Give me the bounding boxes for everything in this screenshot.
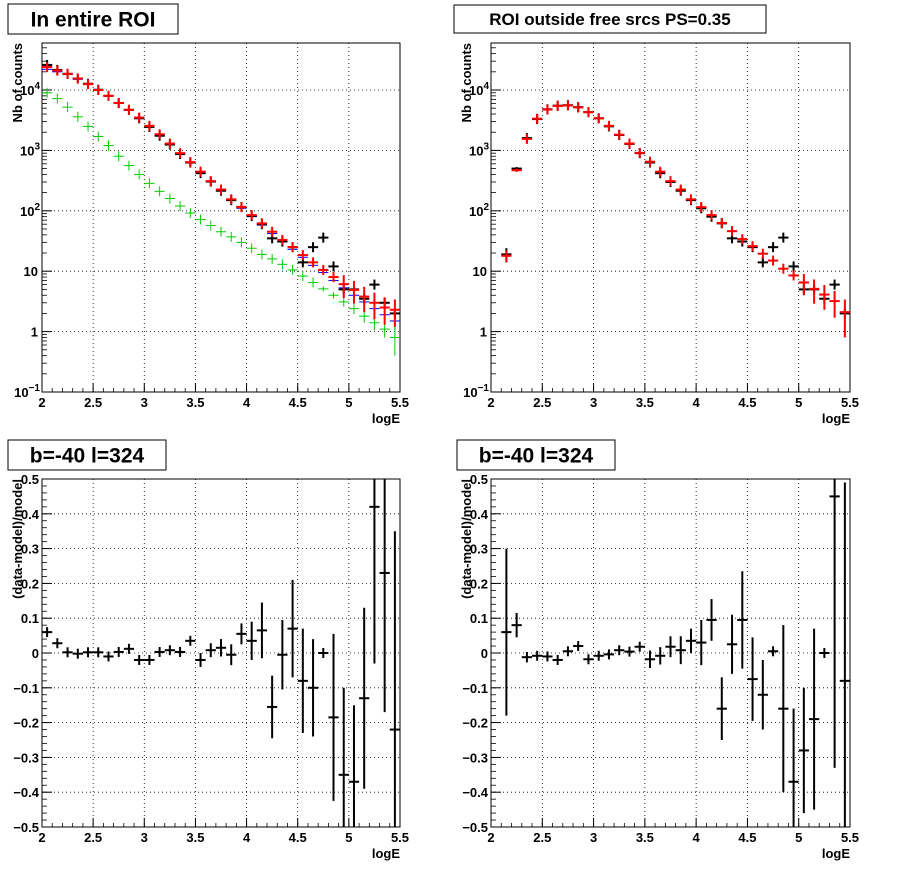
- y-tick-label: 0: [32, 646, 39, 661]
- y-tick-label: 104: [469, 81, 489, 98]
- x-tick-label: 2: [38, 830, 45, 845]
- x-tick-label: 2: [487, 830, 494, 845]
- y-tick-label: 0.1: [21, 611, 39, 626]
- y-axis-label: (data-model)/model: [459, 479, 474, 599]
- x-tick-label: 2.5: [84, 830, 102, 845]
- y-tick-label: −0.4: [13, 785, 39, 800]
- x-tick-label: 3.5: [186, 395, 204, 410]
- x-axis-label: logE: [822, 411, 850, 426]
- x-tick-label: 2.5: [533, 395, 551, 410]
- x-tick-label: 4: [693, 395, 701, 410]
- y-tick-label: 10−1: [14, 383, 40, 400]
- x-axis-label: logE: [372, 411, 400, 426]
- chart-title: In entire ROI: [7, 3, 179, 35]
- title-box: [7, 3, 179, 35]
- y-tick-label: 102: [20, 202, 40, 219]
- y-tick-label: −0.2: [462, 716, 488, 731]
- y-tick-label: 10: [473, 264, 487, 279]
- y-tick-label: −0.1: [462, 681, 488, 696]
- y-tick-label: 0: [481, 646, 488, 661]
- y-tick-label: −0.2: [13, 716, 39, 731]
- y-tick-label: 0.2: [470, 576, 488, 591]
- y-tick-label: −0.3: [13, 750, 39, 765]
- title-box: [453, 4, 767, 34]
- x-tick-label: 5: [345, 395, 352, 410]
- y-tick-label: −0.5: [13, 820, 39, 835]
- x-tick-label: 5.5: [841, 395, 859, 410]
- y-tick-label: 0.5: [470, 472, 488, 487]
- y-tick-label: −0.4: [462, 785, 488, 800]
- title-text: In entire ROI: [31, 9, 156, 32]
- y-tick-label: −0.3: [462, 750, 488, 765]
- chart-title: b=-40 l=324: [456, 439, 616, 471]
- chart-title: b=-40 l=324: [7, 439, 167, 471]
- x-tick-label: 2: [487, 395, 494, 410]
- x-tick-label: 4: [693, 830, 701, 845]
- title-box: [456, 439, 616, 471]
- x-tick-label: 3: [141, 830, 148, 845]
- y-tick-label: 1: [31, 325, 38, 340]
- series-2: [42, 87, 400, 356]
- x-tick-label: 3.5: [636, 395, 654, 410]
- title-box: [7, 439, 167, 471]
- plot-frame: [41, 42, 401, 393]
- x-tick-label: 5: [795, 395, 802, 410]
- title-text: b=-40 l=324: [479, 445, 594, 468]
- x-tick-label: 5: [795, 830, 802, 845]
- y-axis-label: Nb of counts: [459, 43, 474, 122]
- y-tick-label: 103: [469, 141, 489, 158]
- x-tick-label: 4.5: [289, 395, 307, 410]
- x-tick-label: 5.5: [841, 830, 859, 845]
- y-tick-label: 104: [20, 81, 40, 98]
- x-tick-label: 3: [590, 395, 597, 410]
- x-tick-label: 5.5: [391, 395, 409, 410]
- plot-frame: [490, 42, 851, 393]
- x-tick-label: 3.5: [186, 830, 204, 845]
- y-tick-label: 0.3: [21, 542, 39, 557]
- x-tick-label: 2: [38, 395, 45, 410]
- x-tick-label: 5: [345, 830, 352, 845]
- x-tick-label: 3: [590, 830, 597, 845]
- x-axis-label: logE: [822, 846, 850, 861]
- x-tick-label: 2.5: [533, 830, 551, 845]
- x-tick-label: 3: [141, 395, 148, 410]
- x-tick-label: 4: [243, 830, 251, 845]
- y-tick-label: 0.4: [470, 507, 489, 522]
- x-tick-label: 4.5: [738, 395, 756, 410]
- x-tick-label: 5.5: [391, 830, 409, 845]
- y-tick-label: −0.1: [13, 681, 39, 696]
- y-tick-label: 0.1: [470, 611, 488, 626]
- y-tick-label: 102: [469, 202, 489, 219]
- y-tick-label: −0.5: [462, 820, 488, 835]
- title-text: ROI outside free srcs PS=0.35: [489, 10, 730, 29]
- series-4: [42, 62, 400, 327]
- x-tick-label: 3.5: [636, 830, 654, 845]
- y-tick-label: 0.4: [21, 507, 40, 522]
- y-tick-label: 0.3: [470, 542, 488, 557]
- title-text: b=-40 l=324: [30, 445, 145, 468]
- y-tick-label: 0.2: [21, 576, 39, 591]
- y-tick-label: 10: [24, 264, 38, 279]
- y-tick-label: 1: [480, 325, 487, 340]
- y-tick-label: 0.5: [21, 472, 39, 487]
- series-1: [501, 479, 850, 827]
- x-tick-label: 4.5: [738, 830, 756, 845]
- y-axis-label: (data-model)/model: [10, 479, 25, 599]
- series-1: [42, 479, 400, 827]
- chart-title: ROI outside free srcs PS=0.35: [453, 4, 767, 34]
- y-tick-label: 103: [20, 141, 40, 158]
- x-tick-label: 4.5: [289, 830, 307, 845]
- x-tick-label: 2.5: [84, 395, 102, 410]
- series-2: [501, 100, 850, 338]
- y-tick-label: 10−1: [463, 383, 489, 400]
- y-axis-label: Nb of counts: [10, 43, 25, 122]
- x-tick-label: 4: [243, 395, 251, 410]
- x-axis-label: logE: [372, 846, 400, 861]
